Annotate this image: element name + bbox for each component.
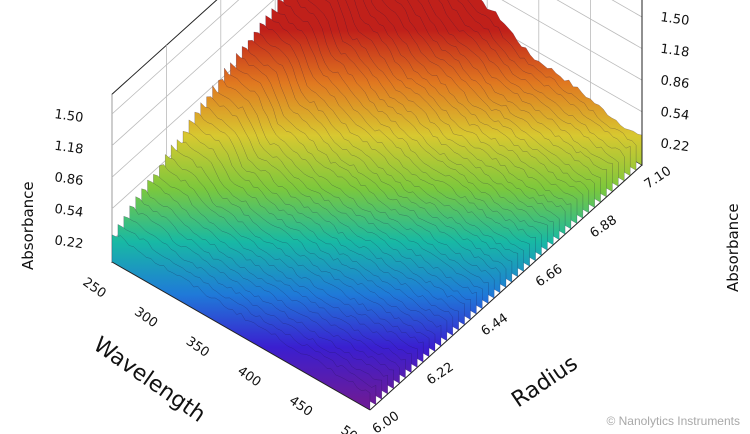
surface-ribbon (165, 154, 424, 363)
surface-ribbon (247, 40, 507, 288)
surface-ribbon (170, 144, 430, 358)
surface-ribbon (301, 0, 560, 240)
surface-ribbon (141, 188, 400, 384)
absorbance-tick-label-left: 1.18 (53, 139, 84, 158)
wavelength-tick-label: 500 (338, 423, 367, 434)
surface-ribbon (259, 22, 518, 278)
surface-ribbon (111, 234, 371, 411)
radius-tick-label: 7.10 (642, 164, 674, 193)
surface-ribbon (194, 111, 453, 336)
absorbance-tick-label-right: 0.86 (659, 73, 690, 92)
surface-ribbon (265, 15, 524, 272)
surface-ribbon (147, 179, 406, 379)
wavelength-axis-line (111, 261, 371, 411)
wavelength-tick-label: 400 (235, 364, 264, 391)
wavelength-tick-label: 300 (131, 305, 160, 332)
wavelength-tick-label: 350 (183, 334, 212, 361)
surface-ribbon (289, 0, 548, 251)
surface-ribbon (236, 52, 495, 299)
absorbance-tick-label-left: 0.86 (53, 170, 84, 189)
radius-tick-label: 6.88 (587, 213, 619, 242)
absorbance-tick-label-right: 1.18 (659, 42, 690, 61)
absorbance-tick-label-left: 1.50 (53, 107, 84, 126)
absorbance-tick-label-left: 0.22 (53, 233, 84, 252)
radius-tick-label: 6.00 (370, 409, 402, 434)
radius-axis-line (369, 164, 643, 411)
surface-ribbon (277, 0, 536, 262)
absorbance-tick-label-right: 1.50 (659, 10, 690, 29)
radius-tick-label: 6.22 (424, 360, 456, 389)
absorbance-tick-label-right: 0.54 (659, 105, 690, 124)
surface-ribbon (283, 0, 542, 256)
surface-ribbon (295, 0, 554, 246)
surface-ribbon (188, 119, 448, 342)
surface-ribbon (271, 8, 530, 267)
surface-ribbon (182, 130, 442, 347)
surface-plot (111, 0, 643, 411)
wavelength-tick-label: 250 (80, 275, 109, 302)
z-axis-title-right: Absorbance (724, 203, 742, 292)
surface-ribbon (212, 84, 471, 320)
z-gridline (111, 0, 643, 178)
surface-ribbon (218, 79, 477, 315)
absorbance-tick-label-right: 0.22 (659, 136, 690, 155)
surface-ribbon (129, 205, 388, 395)
surface-ribbon (206, 96, 465, 326)
axes (111, 0, 643, 411)
radius-tick-label: 6.66 (533, 262, 565, 291)
surface-ribbon (253, 31, 513, 283)
surface-ribbon (230, 62, 489, 304)
surface-ribbon (224, 67, 483, 310)
surface-ribbon (176, 139, 436, 352)
z-gridline (111, 0, 643, 146)
surface-ribbon (241, 46, 501, 294)
credit-text: © Nanolytics Instruments (606, 414, 740, 428)
surface-ribbon (200, 102, 459, 331)
wavelength-tick-label: 450 (286, 393, 315, 420)
z-axis-title-left: Absorbance (19, 181, 37, 270)
absorbance-tick-label-left: 0.54 (53, 202, 84, 221)
radius-tick-label: 6.44 (479, 311, 511, 340)
y-axis-title: Radius (507, 351, 582, 413)
z-gridline (111, 0, 643, 115)
